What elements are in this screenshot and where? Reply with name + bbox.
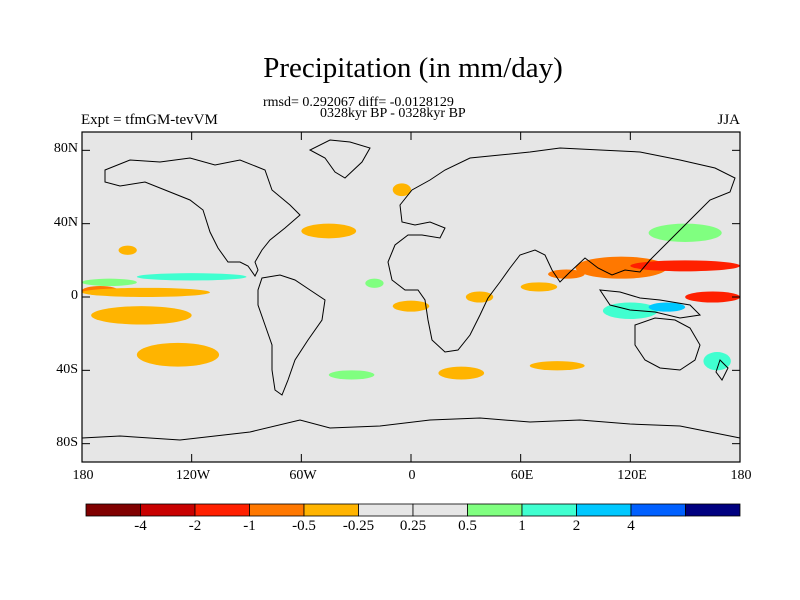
anomaly-layer	[82, 183, 741, 380]
colorbar-swatch	[85, 503, 141, 517]
colorbar-label: 0.25	[399, 518, 427, 534]
coastline-antarctica	[81, 417, 741, 441]
anomaly-region	[328, 370, 375, 380]
anomaly-region	[465, 291, 494, 303]
anomaly-region	[392, 300, 430, 312]
colorbar-label: 4	[627, 518, 635, 534]
map-panel	[81, 131, 741, 463]
lat-tick-label: 80N	[53, 141, 78, 156]
anomaly-region	[703, 352, 731, 371]
anomaly-region	[575, 256, 667, 279]
colorbar-swatch	[412, 503, 468, 517]
anomaly-region	[136, 342, 220, 367]
coastline-south-america	[257, 274, 326, 396]
colorbar-swatch	[140, 503, 196, 517]
map-title: Precipitation (in mm/day)	[263, 52, 563, 84]
lon-tick-label: 0	[408, 468, 416, 483]
colorbar-label: -0.25	[342, 518, 375, 534]
coastline-greenland	[308, 139, 371, 179]
colorbar-label: 1	[518, 518, 526, 534]
anomaly-region	[648, 302, 686, 312]
lat-tick-label: 0	[71, 288, 78, 303]
anomaly-region	[529, 361, 585, 371]
period-line: 0328kyr BP - 0328kyr BP	[320, 106, 466, 121]
lon-tick-label: 120W	[175, 468, 211, 483]
colorbar-label: 0.5	[458, 518, 477, 534]
colorbar-swatch	[303, 503, 359, 517]
anomaly-region	[301, 223, 357, 239]
colorbar-swatch	[576, 503, 632, 517]
colorbar-label: -2	[188, 518, 202, 534]
colorbar-label: -1	[243, 518, 256, 534]
anomaly-region	[82, 278, 137, 287]
anomaly-region	[392, 183, 411, 197]
anomaly-region	[118, 245, 137, 255]
anomaly-region	[365, 278, 384, 288]
lon-tick-label: 120E	[617, 468, 647, 483]
colorbar-swatch	[630, 503, 686, 517]
coastline-new-zealand	[715, 359, 729, 381]
colorbar-swatch	[249, 503, 305, 517]
colorbar-swatch	[194, 503, 250, 517]
lon-tick-label: 60E	[510, 468, 534, 483]
lat-tick-label: 40S	[56, 362, 78, 377]
season-label: JJA	[717, 112, 740, 128]
lat-tick-label: 80S	[56, 435, 78, 450]
anomaly-region	[136, 273, 247, 281]
colorbar-swatch	[685, 503, 741, 517]
colorbar-label: -4	[134, 518, 147, 534]
coastline-eurasia-africa	[387, 147, 736, 353]
stats-line: rmsd= 0.292067 diff= -0.0128129	[263, 95, 454, 110]
lon-tick-label: 60W	[289, 468, 317, 483]
coastline-maritime-continent	[598, 289, 702, 319]
anomaly-region	[91, 306, 192, 325]
anomaly-region	[685, 291, 740, 303]
colorbar-label: -0.5	[292, 518, 316, 534]
axis-ticks	[81, 132, 741, 462]
lat-tick-label: 40N	[53, 215, 78, 230]
anomaly-region	[82, 287, 210, 297]
colorbar	[85, 503, 741, 517]
lon-tick-label: 180	[72, 468, 94, 483]
coastline-australia	[634, 317, 701, 371]
lon-tick-label: 180	[730, 468, 752, 483]
colorbar-swatch	[521, 503, 577, 517]
experiment-label: Expt = tfmGM-tevVM	[81, 112, 218, 128]
coastlines	[81, 139, 741, 441]
anomaly-region	[520, 282, 558, 292]
anomaly-region	[648, 223, 722, 242]
anomaly-region	[548, 269, 585, 279]
colorbar-swatch	[467, 503, 523, 517]
map-background	[82, 132, 740, 462]
anomaly-region	[438, 366, 485, 380]
coastline-north-america	[104, 157, 301, 277]
colorbar-label: 2	[572, 518, 581, 534]
colorbar-swatch	[358, 503, 414, 517]
anomaly-region	[630, 260, 741, 272]
